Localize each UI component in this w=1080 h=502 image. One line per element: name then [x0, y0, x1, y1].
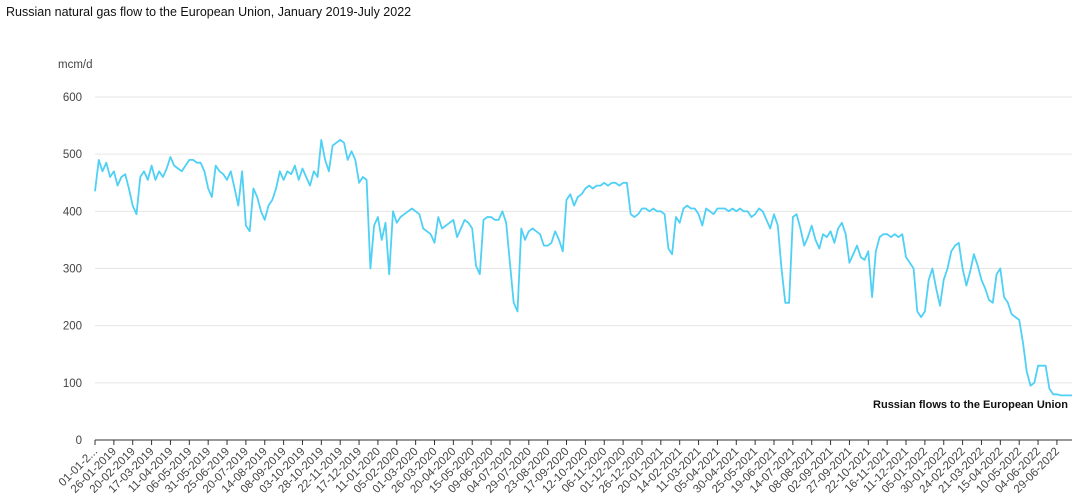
- y-axis-label: mcm/d: [58, 59, 93, 71]
- y-tick-label: 400: [63, 206, 82, 218]
- annotation: Russian flows to the European Union: [873, 399, 1068, 411]
- chart-title: Russian natural gas flow to the European…: [6, 5, 411, 19]
- y-tick-label: 300: [63, 264, 82, 276]
- y-tick-label: 600: [63, 92, 82, 104]
- series-line: [94, 139, 1072, 397]
- y-tick-label: 200: [63, 321, 82, 333]
- y-tick-label: 100: [63, 378, 82, 390]
- y-tick-label: 500: [63, 149, 82, 161]
- y-tick-label: 0: [76, 435, 82, 447]
